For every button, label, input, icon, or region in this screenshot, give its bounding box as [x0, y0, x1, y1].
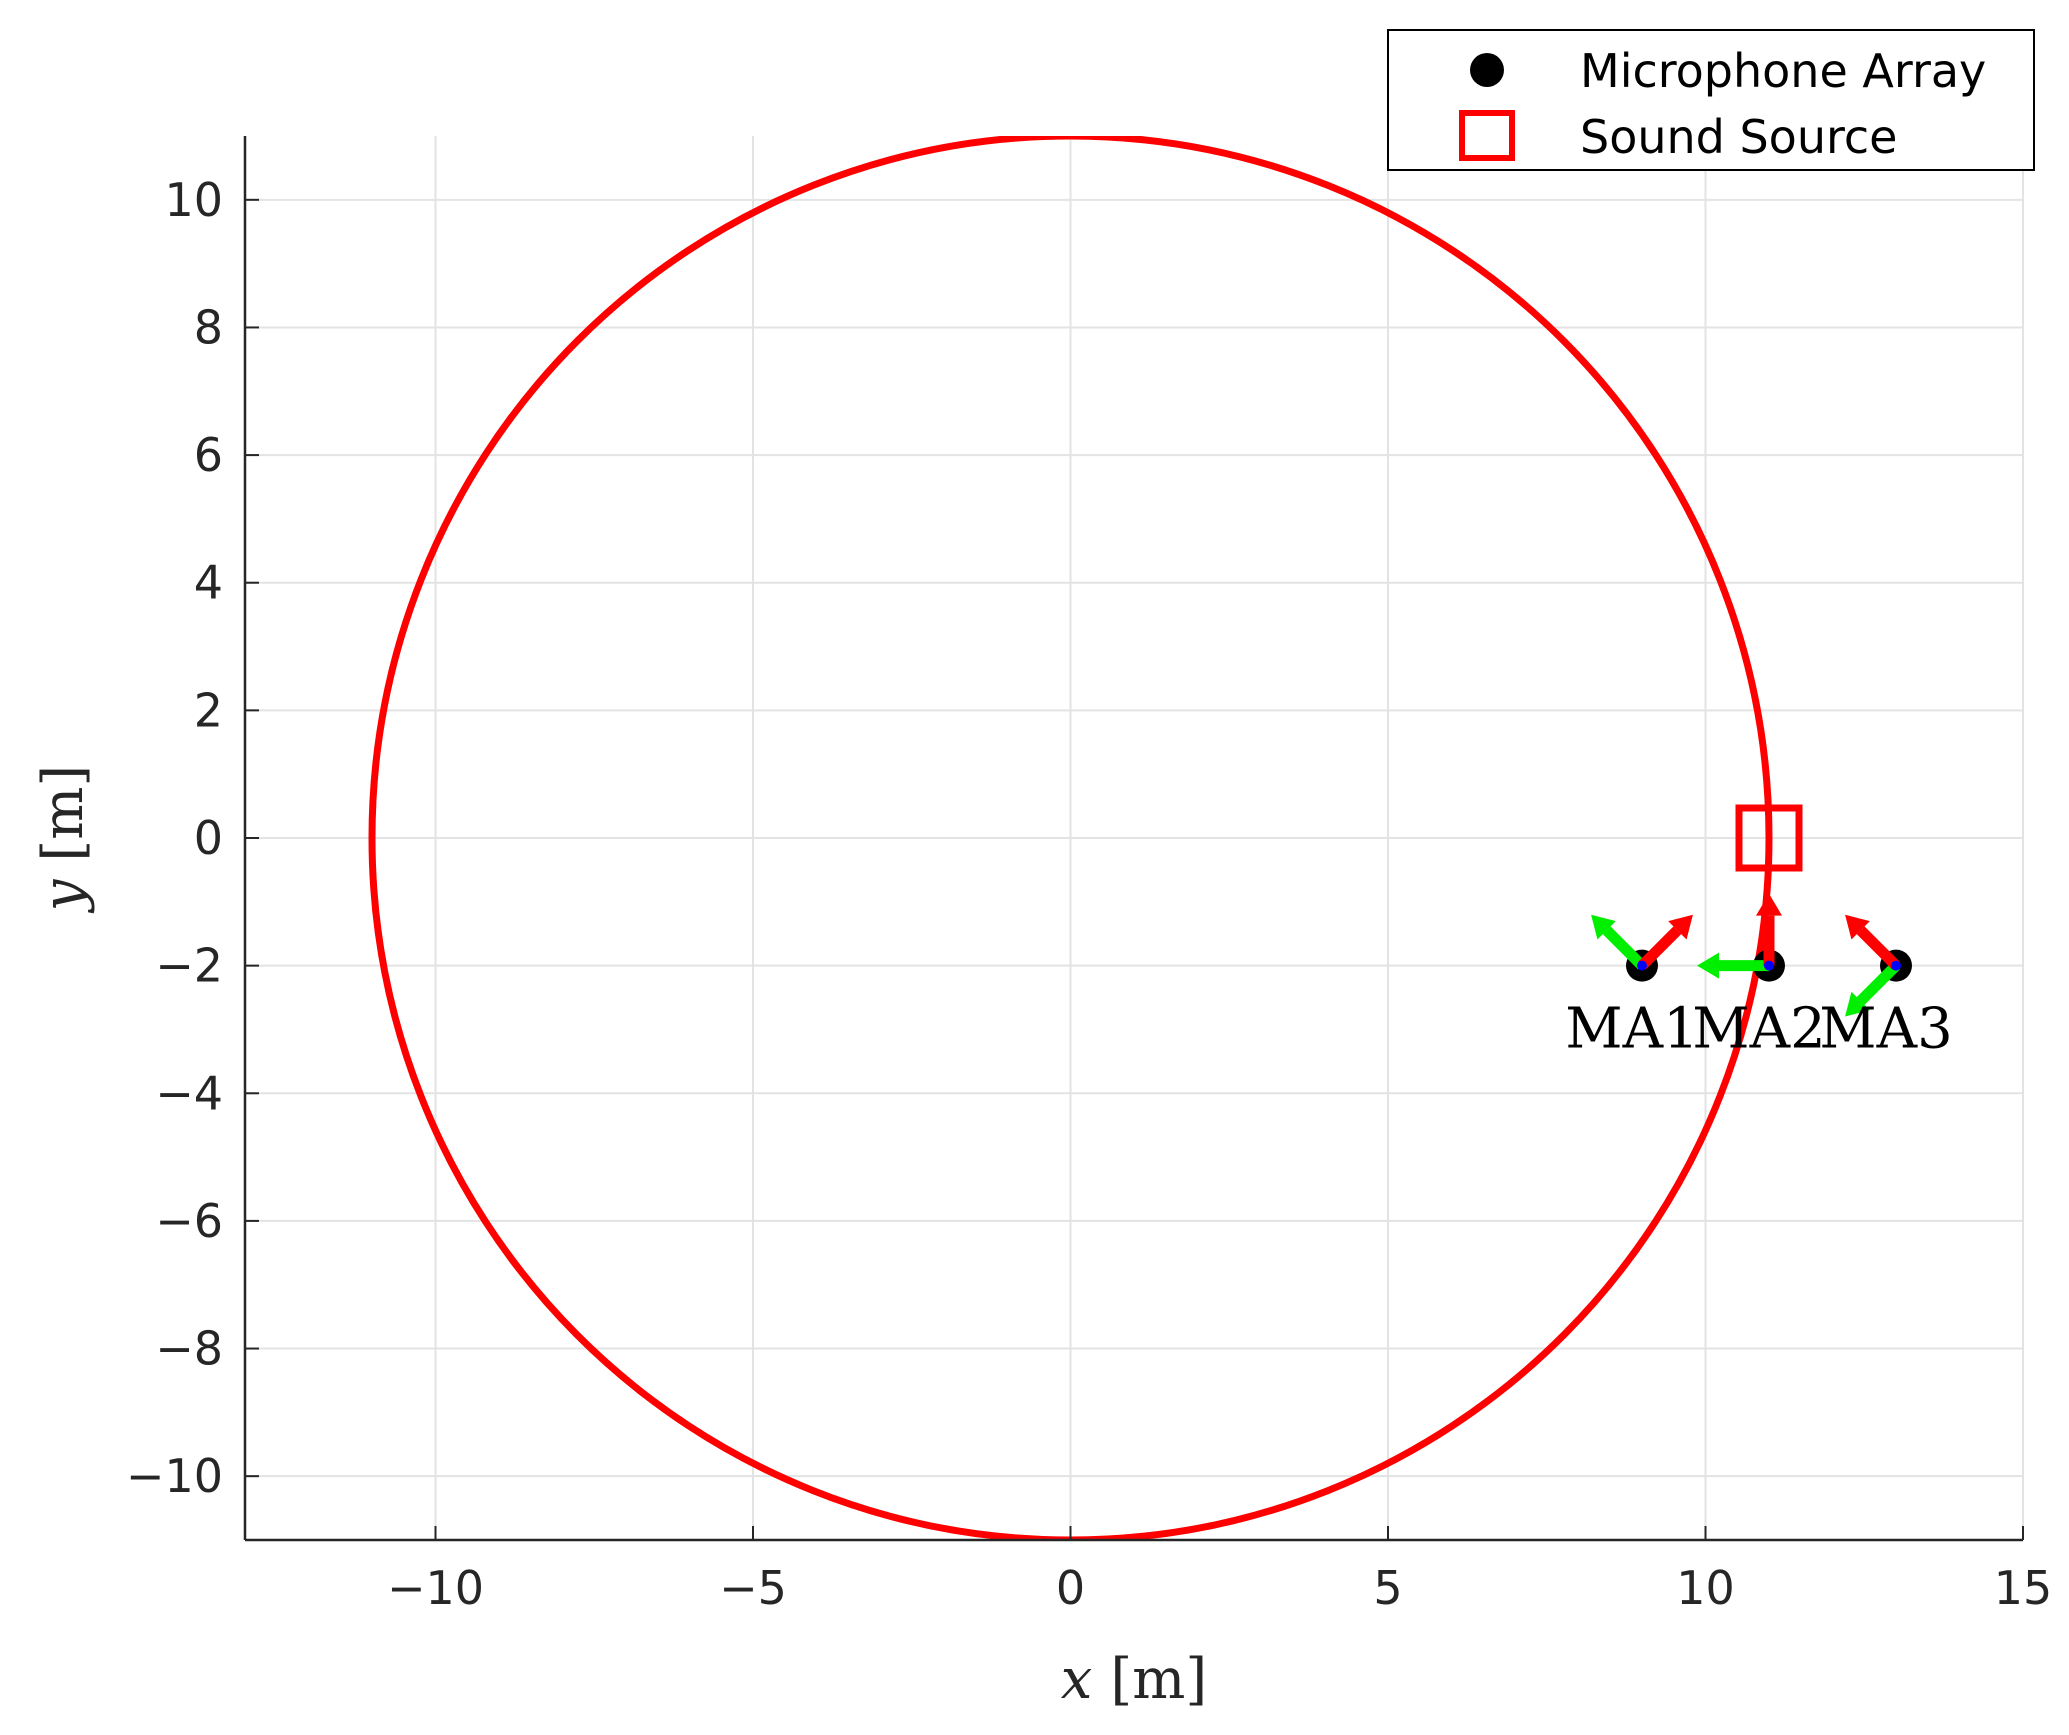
- array-y-axis-arrow-shaft: [1602, 926, 1646, 970]
- array-y-axis-arrow: [1697, 952, 1769, 979]
- tick-labels: −10 −5 0 5 10 15 −10 −8 −6 −4 −2 0 2 4 6 8 10: [126, 173, 2052, 1615]
- legend-marker-sound-source: [1459, 110, 1515, 161]
- microphone-array-label: MA1: [1565, 997, 1698, 1062]
- array-x-axis-arrow: [1638, 914, 1693, 970]
- array-x-axis-arrow-shaft: [1856, 926, 1900, 970]
- y-tick-label: 8: [194, 300, 223, 354]
- y-axis-symbol: y: [31, 878, 96, 914]
- array-y-axis-arrow: [1591, 914, 1646, 970]
- x-axis-symbol: x: [1061, 1647, 1093, 1712]
- microphone-array-label: MA3: [1819, 997, 1952, 1062]
- array-z-axis-dot: [1764, 960, 1774, 971]
- y-tick-label: −6: [155, 1194, 223, 1248]
- x-axis-unit: [m]: [1110, 1647, 1207, 1712]
- legend-box: [1387, 29, 2035, 171]
- array-z-axis-dot: [1637, 960, 1647, 971]
- array-x-axis-arrow: [1845, 914, 1900, 970]
- y-tick-label: −4: [155, 1066, 223, 1120]
- legend-label-microphone-array: Microphone Array: [1580, 44, 1986, 98]
- array-y-axis-arrow-shaft: [1856, 961, 1900, 1005]
- array-z-axis-dot: [1891, 960, 1901, 971]
- y-tick-label: −8: [155, 1322, 223, 1376]
- y-tick-label: 0: [194, 811, 223, 865]
- y-tick-label: 6: [194, 428, 223, 482]
- array-y-axis-arrow-head: [1697, 952, 1719, 979]
- array-x-axis-arrow-head: [1756, 893, 1782, 916]
- data-layer: [368, 136, 1912, 1540]
- array-y-axis-arrow-head: [1845, 991, 1870, 1017]
- legend: Microphone Array Sound Source: [1387, 29, 2035, 171]
- y-tick-label: 10: [164, 173, 223, 227]
- array-y-axis-arrow: [1845, 961, 1900, 1017]
- array-x-axis-arrow-shaft: [1638, 926, 1682, 970]
- legend-label-sound-source: Sound Source: [1580, 110, 1897, 164]
- x-tick-label: 5: [1373, 1561, 1402, 1615]
- axes: [243, 136, 2024, 1542]
- x-tick-label: 0: [1056, 1561, 1085, 1615]
- x-tick-label: 10: [1676, 1561, 1735, 1615]
- y-tick-label: 4: [194, 556, 223, 610]
- array-y-axis-arrow-head: [1591, 914, 1616, 940]
- y-tick-label: −2: [155, 939, 223, 993]
- legend-marker-microphone-array: [1470, 53, 1504, 87]
- y-axis-unit: [m]: [31, 765, 96, 862]
- x-tick-label: −10: [387, 1561, 484, 1615]
- y-tick-label: −10: [126, 1449, 223, 1503]
- x-axis-label: x [m]: [1061, 1647, 1207, 1712]
- y-tick-label: 2: [194, 683, 223, 737]
- sound-source-marker: [1735, 804, 1803, 872]
- array-x-axis-arrow-head: [1845, 914, 1870, 940]
- array-x-axis-arrow-head: [1668, 914, 1693, 940]
- x-tick-label: −5: [719, 1561, 787, 1615]
- array-x-axis-arrow: [1756, 893, 1782, 966]
- trajectory-circle: [368, 136, 1773, 1540]
- y-axis-label: y [m]: [31, 765, 96, 914]
- x-tick-label: 15: [1994, 1561, 2053, 1615]
- microphone-array-label: MA2: [1692, 997, 1825, 1062]
